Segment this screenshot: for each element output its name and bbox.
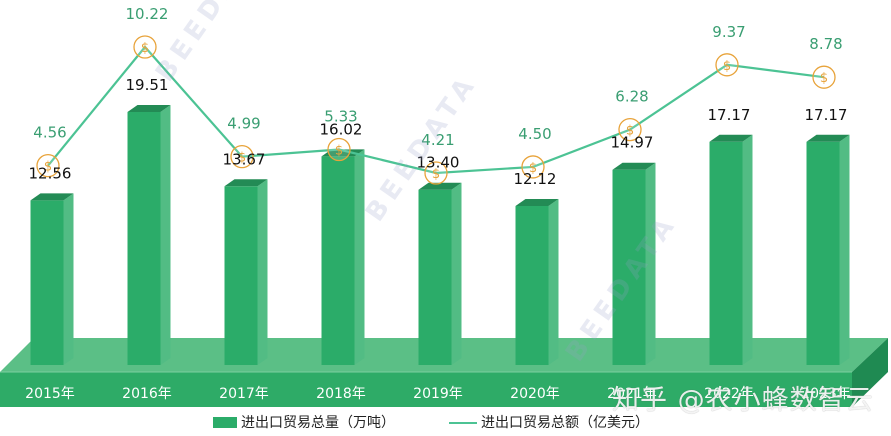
legend-label-volume: 进出口贸易总量（万吨）	[241, 415, 395, 431]
legend-item-volume[interactable]: 进出口贸易总量（万吨）	[213, 412, 395, 432]
bar[interactable]	[30, 193, 74, 365]
legend-item-value[interactable]: 进出口贸易总额（亿美元）	[449, 412, 649, 432]
bar-swatch-icon	[213, 416, 237, 428]
line-value-label: 4.21	[421, 131, 454, 149]
line-swatch-icon	[449, 416, 477, 428]
year-label: 2022年	[704, 386, 754, 402]
svg-text:$: $	[529, 161, 537, 176]
bar-value-label: 12.12	[514, 170, 557, 188]
dollar-marker-icon[interactable]: $	[36, 154, 60, 178]
year-label: 2017年	[219, 386, 269, 402]
platform-front-face	[0, 372, 852, 407]
platform-side-face	[852, 338, 888, 407]
year-label: 2019年	[413, 386, 463, 402]
svg-text:$: $	[238, 151, 246, 166]
bar[interactable]	[515, 199, 559, 365]
bar-value-label: 17.17	[805, 106, 848, 124]
bar[interactable]	[806, 134, 850, 365]
zhihu-watermark: 知乎 @农小蜂数智云	[612, 385, 874, 416]
line-value-label: 9.37	[712, 23, 745, 41]
bar-series-trade-volume	[30, 105, 850, 365]
bar[interactable]	[612, 162, 656, 365]
bar[interactable]	[418, 182, 462, 365]
bar[interactable]	[224, 179, 268, 365]
svg-text:$: $	[44, 160, 52, 175]
dollar-marker-icon[interactable]: $	[133, 35, 157, 59]
bar-value-label: 12.56	[29, 164, 72, 182]
bar[interactable]	[321, 149, 365, 365]
line-value-labels: 4.56 10.22 4.99 5.33 4.21 4.50 6.28 9.37 8.78	[33, 5, 842, 149]
line-value-label: 5.33	[324, 108, 357, 126]
dollar-marker-icon[interactable]: $	[618, 117, 642, 142]
line-value-label: 4.56	[33, 124, 66, 142]
year-label: 2023年	[801, 386, 851, 402]
dollar-marker-icon[interactable]: $	[327, 137, 351, 162]
dollar-marker-icon[interactable]: $	[812, 65, 836, 89]
bar[interactable]	[127, 105, 171, 365]
chart-base-platform	[0, 338, 888, 407]
bar-value-label: 14.97	[611, 134, 654, 152]
chart-legend: 进出口贸易总量（万吨） 进出口贸易总额（亿美元）	[0, 412, 891, 434]
svg-text:$: $	[432, 167, 440, 182]
line-value-label: 4.50	[518, 125, 551, 143]
line-series-trade-value: $ $ $ $ $ $ $ $ $	[36, 35, 836, 185]
svg-text:$: $	[626, 124, 634, 139]
bar-value-labels: 12.56 19.51 13.67 16.02 13.40 12.12 14.97 17.17…	[29, 76, 848, 188]
bar-value-label: 13.67	[223, 150, 266, 168]
line-value-label: 10.22	[126, 5, 169, 23]
legend-label-value: 进出口贸易总额（亿美元）	[481, 415, 649, 431]
year-label: 2018年	[316, 386, 366, 402]
svg-text:$: $	[141, 41, 149, 56]
svg-text:$: $	[820, 71, 828, 86]
year-label: 2020年	[510, 386, 560, 402]
bar-value-label: 19.51	[126, 76, 169, 94]
svg-text:$: $	[723, 59, 731, 74]
svg-text:$: $	[335, 144, 343, 159]
bar-value-label: 17.17	[708, 106, 751, 124]
year-label: 2021年	[607, 386, 657, 402]
year-label: 2016年	[122, 386, 172, 402]
bar-value-label: 13.40	[417, 154, 460, 172]
line-value-label: 6.28	[615, 88, 648, 106]
line-value-label: 4.99	[227, 115, 260, 133]
dollar-marker-icon[interactable]: $	[715, 53, 739, 77]
bar[interactable]	[709, 134, 753, 365]
bar-value-label: 16.02	[320, 120, 363, 138]
dollar-marker-icon[interactable]: $	[230, 144, 254, 169]
dollar-marker-icon[interactable]: $	[424, 161, 448, 185]
year-label: 2015年	[25, 386, 75, 402]
dollar-marker-icon[interactable]: $	[521, 155, 545, 179]
line-value-label: 8.78	[809, 35, 842, 53]
x-axis-year-labels: 2015年 2016年 2017年 2018年 2019年 2020年 2021年 2022年…	[25, 386, 851, 402]
